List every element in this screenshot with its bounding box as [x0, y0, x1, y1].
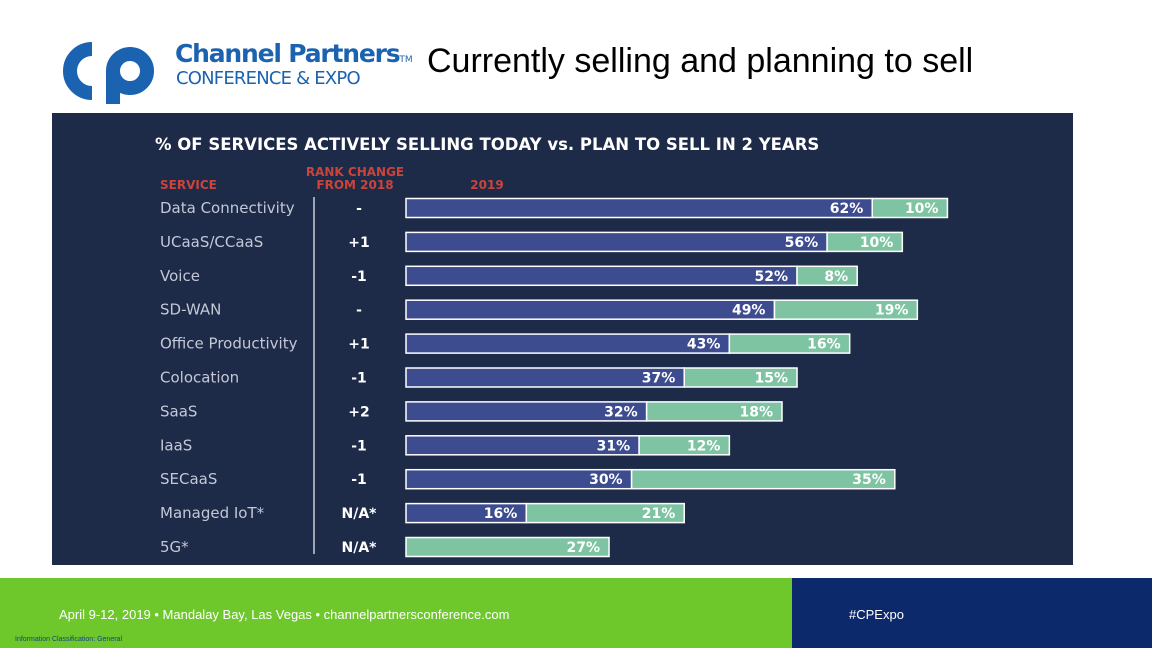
service-label: UCaaS/CCaaS — [160, 233, 263, 251]
rank-change-value: -1 — [351, 438, 367, 454]
bar-selling-today — [405, 231, 828, 253]
chart-panel: % OF SERVICES ACTIVELY SELLING TODAY vs.… — [52, 113, 1073, 565]
event-info: April 9-12, 2019 • Mandalay Bay, Las Veg… — [59, 607, 510, 622]
bar-plan-to-sell — [826, 231, 904, 253]
service-label: Colocation — [160, 369, 239, 387]
rank-change-value: -1 — [351, 269, 367, 285]
bar-selling-label: 49% — [732, 303, 766, 319]
bar-plan-to-sell — [728, 333, 851, 354]
bar-plan-to-sell — [645, 401, 783, 422]
bar-plan-label: 10% — [905, 201, 939, 217]
rank-change-value: +2 — [348, 404, 369, 420]
bar-plan-label: 8% — [824, 269, 848, 285]
bar-selling-today — [405, 299, 776, 320]
bar-plan-label: 12% — [687, 438, 721, 454]
bar-selling-label: 62% — [830, 201, 864, 217]
bar-selling-label: 52% — [755, 269, 789, 285]
rank-change-value: N/A* — [342, 540, 378, 556]
rank-change-value: N/A* — [342, 506, 378, 522]
bar-plan-to-sell — [871, 197, 949, 219]
bar-selling-label: 32% — [604, 404, 638, 420]
bar-plan-label: 19% — [875, 303, 909, 319]
bar-selling-today — [405, 197, 873, 219]
bar-plan-to-sell — [683, 367, 798, 388]
service-label: Office Productivity — [160, 335, 298, 353]
bar-plan-to-sell — [796, 265, 858, 287]
rank-change-value: +1 — [348, 337, 369, 353]
service-column-header: SERVICE — [160, 178, 217, 192]
bar-plan-to-sell — [405, 536, 610, 558]
bar-selling-label: 16% — [484, 506, 518, 522]
rank-change-value: +1 — [348, 235, 369, 251]
service-label: SaaS — [160, 402, 197, 420]
service-label: 5G* — [160, 538, 189, 556]
rank-change-header-line2: FROM 2018 — [316, 178, 393, 192]
service-label: IaaS — [160, 436, 192, 454]
rank-change-value: - — [356, 303, 362, 319]
bar-plan-label: 15% — [755, 371, 789, 387]
bar-plan-to-sell — [630, 468, 896, 490]
bar-plan-label: 16% — [807, 337, 841, 353]
bar-plan-label: 21% — [642, 506, 676, 522]
service-label: Data Connectivity — [160, 199, 295, 217]
rank-change-value: -1 — [351, 472, 367, 488]
logo-trademark: TM — [399, 55, 413, 65]
footer-hashtag-panel: #CPExpo — [792, 578, 1152, 648]
slide-title: Currently selling and planning to sell — [427, 42, 974, 80]
bar-selling-label: 43% — [687, 337, 721, 353]
service-label: SD-WAN — [160, 301, 221, 319]
logo-subtitle: CONFERENCE & EXPO — [176, 68, 361, 89]
bar-selling-label: 30% — [589, 472, 623, 488]
bar-plan-label: 27% — [567, 540, 601, 556]
bar-selling-label: 56% — [785, 235, 819, 251]
bar-plan-label: 10% — [860, 235, 894, 251]
bar-plan-label: 35% — [852, 472, 886, 488]
year-column-header: 2019 — [470, 178, 503, 192]
services-bar-chart: % OF SERVICES ACTIVELY SELLING TODAY vs.… — [155, 135, 949, 558]
service-label: Managed IoT* — [160, 504, 265, 522]
cp-logo-icon — [63, 42, 154, 104]
bar-plan-label: 18% — [739, 404, 773, 420]
channel-partners-logo: Channel PartnersTM CONFERENCE & EXPO — [58, 36, 413, 106]
bar-selling-today — [405, 333, 731, 354]
rank-change-value: -1 — [351, 371, 367, 387]
hashtag: #CPExpo — [849, 607, 904, 622]
footer-bar: April 9-12, 2019 • Mandalay Bay, Las Veg… — [0, 578, 792, 648]
rank-change-header-line1: RANK CHANGE — [306, 165, 404, 179]
bar-plan-to-sell — [638, 435, 731, 456]
bar-selling-label: 31% — [597, 438, 631, 454]
logo-name: Channel PartnersTM — [175, 39, 413, 68]
bar-selling-today — [405, 265, 798, 287]
bar-plan-to-sell — [773, 299, 919, 320]
service-label: Voice — [160, 267, 200, 285]
service-label: SECaaS — [160, 470, 217, 488]
bar-selling-label: 37% — [642, 371, 676, 387]
bar-plan-to-sell — [525, 502, 685, 524]
chart-title: % OF SERVICES ACTIVELY SELLING TODAY vs.… — [155, 135, 819, 154]
rank-change-value: - — [356, 201, 362, 217]
classification-label: Information Classification: General — [15, 636, 122, 643]
